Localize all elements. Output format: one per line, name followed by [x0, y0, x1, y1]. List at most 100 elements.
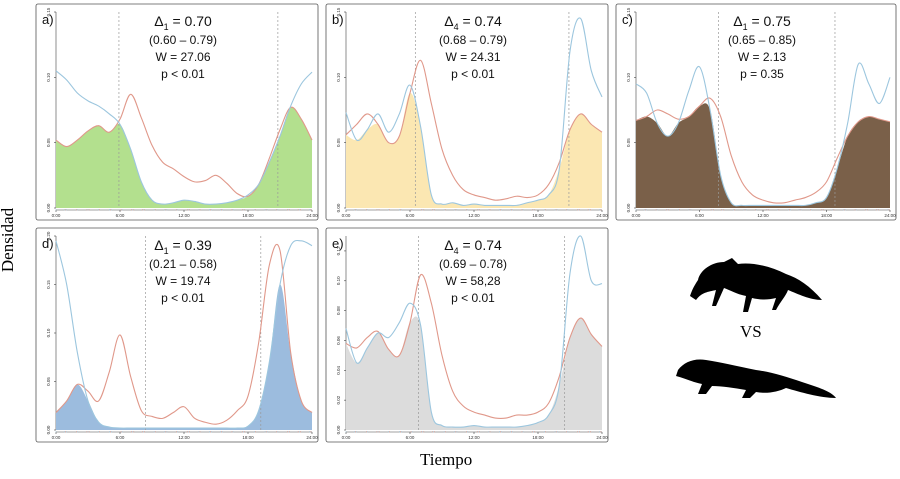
overlap-area — [56, 106, 312, 208]
x-tick-label: 12:00 — [468, 435, 480, 440]
x-tick-label: 12:00 — [468, 213, 480, 218]
y-tick-label: 0.10 — [46, 72, 51, 81]
delta-subscript: 1 — [164, 246, 169, 256]
overlap-coefficient: Δ4 = 0.74 — [444, 13, 502, 32]
vs-label: VS — [740, 322, 762, 341]
panel-a: 0.00 0.05 0.10 0.15 0:00 6:00 12:00 18:00 24:00 a… — [35, 3, 319, 221]
x-tick-label: 24:00 — [884, 213, 896, 218]
density-line-red — [55, 93, 313, 198]
delta-value: = 0.70 — [169, 13, 212, 29]
x-tick-label: 0:00 — [52, 213, 61, 218]
density-line-red — [345, 59, 603, 201]
x-tick-label: 18:00 — [532, 213, 544, 218]
x-tick-label: 6:00 — [406, 435, 415, 440]
delta-symbol: Δ — [154, 237, 163, 253]
x-tick-label: 0:00 — [52, 435, 61, 440]
p-value: p < 0.01 — [161, 67, 205, 81]
delta-value: = 0.74 — [459, 13, 502, 29]
delta-value: = 0.74 — [459, 237, 502, 253]
x-tick-label: 6:00 — [116, 435, 125, 440]
x-tick-label: 18:00 — [242, 213, 254, 218]
y-tick-label: 0.10 — [46, 328, 51, 337]
w-statistic: W = 24.31 — [445, 50, 500, 64]
y-tick-label: 0.02 — [336, 395, 341, 404]
confidence-interval: (0.68 – 0.79) — [439, 33, 507, 47]
y-tick-label: 0.05 — [626, 138, 631, 147]
p-value: p < 0.01 — [451, 67, 495, 81]
fox-silhouette — [690, 258, 822, 312]
y-tick-label: 0.00 — [336, 425, 341, 434]
delta-subscript: 4 — [454, 246, 459, 256]
y-axis-title: Densidad — [0, 200, 24, 280]
p-value: p = 0.35 — [740, 67, 784, 81]
density-line-blue — [55, 70, 313, 205]
y-tick-label: 0.08 — [336, 306, 341, 315]
x-tick-label: 0:00 — [342, 435, 351, 440]
confidence-interval: (0.21 – 0.58) — [149, 257, 217, 271]
panel-d: 0.00 0.05 0.10 0.15 0.20 0:00 6:00 12:00 18:00 24… — [35, 227, 319, 443]
delta-subscript: 4 — [454, 22, 459, 32]
y-tick-label: 0.05 — [336, 138, 341, 147]
p-value: p < 0.01 — [161, 291, 205, 305]
y-tick-label: 0.10 — [336, 72, 341, 81]
y-tick-label: 0.10 — [336, 276, 341, 285]
y-tick-label: 0.04 — [336, 365, 341, 374]
x-tick-label: 24:00 — [596, 435, 608, 440]
weasel-silhouette — [676, 359, 836, 398]
delta-subscript: 1 — [743, 22, 748, 32]
y-tick-label: 0.15 — [46, 280, 51, 289]
x-axis-title: Tiempo — [420, 450, 473, 469]
x-tick-label: 18:00 — [821, 213, 833, 218]
x-tick-label: 18:00 — [532, 435, 544, 440]
confidence-interval: (0.65 – 0.85) — [728, 33, 796, 47]
panel-label: e) — [332, 236, 344, 251]
y-tick-label: 0.05 — [46, 138, 51, 147]
y-tick-label: 0.00 — [46, 425, 51, 434]
overlap-area — [56, 284, 312, 430]
panel-b: 0.00 0.05 0.10 0.15 0:00 6:00 12:00 18:00 24:00 b… — [325, 3, 609, 221]
y-tick-label: 0.00 — [46, 203, 51, 212]
panel-c: 0.00 0.05 0.10 0.15 0:00 6:00 12:00 18:00 24:00 c… — [615, 3, 897, 221]
panel-frame — [35, 227, 319, 443]
overlap-coefficient: Δ1 = 0.70 — [154, 13, 212, 32]
w-statistic: W = 2.13 — [738, 50, 787, 64]
w-statistic: W = 27.06 — [155, 50, 210, 64]
panel-label: b) — [332, 12, 344, 27]
y-tick-label: 0.20 — [46, 231, 51, 240]
density-line-red — [635, 97, 891, 204]
y-tick-label: 0.00 — [336, 203, 341, 212]
x-tick-label: 24:00 — [596, 213, 608, 218]
confidence-interval: (0.60 – 0.79) — [149, 33, 217, 47]
panels-group: 0.00 0.05 0.10 0.15 0:00 6:00 12:00 18:00 24:00 a… — [35, 3, 897, 443]
x-tick-label: 12:00 — [757, 213, 769, 218]
y-tick-label: 0.00 — [626, 203, 631, 212]
x-tick-label: 6:00 — [116, 213, 125, 218]
y-tick-label: 0.12 — [336, 246, 341, 255]
w-statistic: W = 19.74 — [155, 274, 210, 288]
x-tick-label: 24:00 — [306, 435, 318, 440]
x-tick-label: 6:00 — [695, 213, 704, 218]
overlap-coefficient: Δ4 = 0.74 — [444, 237, 502, 256]
y-tick-label: 0.10 — [626, 72, 631, 81]
delta-value: = 0.75 — [748, 13, 791, 29]
y-tick-label: 0.05 — [46, 377, 51, 386]
delta-value: = 0.39 — [169, 237, 212, 253]
x-tick-label: 0:00 — [342, 213, 351, 218]
delta-symbol: Δ — [154, 13, 163, 29]
overlap-coefficient: Δ1 = 0.75 — [733, 13, 791, 32]
p-value: p < 0.01 — [451, 291, 495, 305]
density-line-blue — [635, 62, 891, 207]
y-tick-label: 0.15 — [626, 7, 631, 16]
panel-label: d) — [42, 236, 54, 251]
density-line-red — [55, 243, 313, 425]
y-tick-label: 0.15 — [46, 7, 51, 16]
delta-symbol: Δ — [444, 13, 453, 29]
x-tick-label: 0:00 — [632, 213, 641, 218]
density-line-blue — [55, 239, 313, 429]
x-tick-label: 24:00 — [306, 213, 318, 218]
panel-label: c) — [622, 12, 633, 27]
x-tick-label: 12:00 — [178, 213, 190, 218]
delta-subscript: 1 — [164, 22, 169, 32]
overlap-coefficient: Δ1 = 0.39 — [154, 237, 212, 256]
